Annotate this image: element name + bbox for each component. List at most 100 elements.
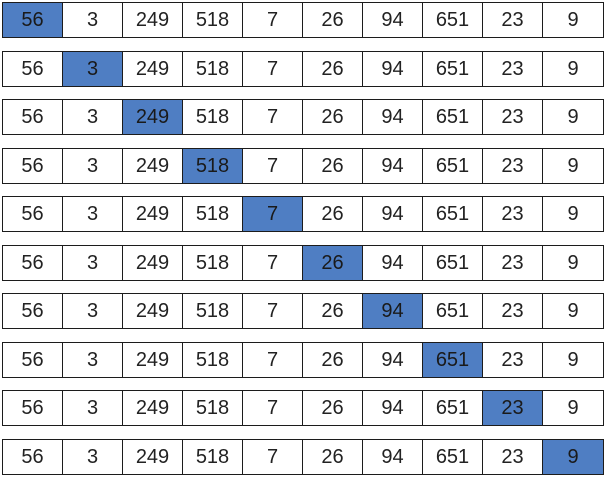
array-cell: 7 [243,245,303,280]
array-row-step-1: 56 3 249 518 7 26 94 651 23 9 [2,2,604,38]
array-cell: 651 [423,100,483,134]
array-cell: 7 [243,100,303,134]
highlighted-array-cell: 3 [63,51,123,86]
array-cell: 9 [567,203,579,225]
array-cell: 56 [3,391,63,425]
array-cell: 23 [483,294,543,328]
array-row-step-8: 56 3 249 518 7 26 94 651 23 9 [2,341,604,378]
array-cell: 26 [303,3,363,37]
array-cell: 56 [3,245,63,280]
array-cell: 249 [123,342,183,377]
array-cell: 7 [243,51,303,86]
array-cell: 518 [183,245,243,280]
array-row-step-4: 56 3 249 518 7 26 94 651 23 9 [2,147,604,184]
array-cell: 26 [303,51,363,86]
array-cell: 94 [363,391,423,425]
array-cell: 518 [183,51,243,86]
highlighted-array-cell: 9 [543,439,603,474]
array-cell: 518 [183,100,243,134]
array-cell: 7 [243,148,303,183]
array-row-step-9: 56 3 249 518 7 26 94 651 23 9 [2,390,604,426]
array-row-step-2: 56 3 249 518 7 26 94 651 23 9 [2,50,604,87]
array-cell: 9 [567,397,579,419]
array-cell: 249 [123,51,183,86]
array-cell: 651 [423,245,483,280]
array-cell: 26 [303,342,363,377]
array-cell: 249 [123,294,183,328]
array-cell: 3 [63,100,123,134]
highlighted-array-cell: 7 [243,197,303,231]
array-cell: 249 [123,148,183,183]
array-cell: 56 [3,51,63,86]
array-cell: 23 [483,245,543,280]
array-cell: 7 [243,294,303,328]
array-cell: 23 [483,3,543,37]
array-cell: 23 [483,51,543,86]
highlighted-array-cell: 518 [183,148,243,183]
array-cell: 23 [483,342,543,377]
array-cell: 3 [63,197,123,231]
array-cell: 7 [243,391,303,425]
array-cell: 9 [567,154,579,177]
array-cell: 9 [567,57,579,80]
array-cell: 94 [363,100,423,134]
array-cell: 249 [123,391,183,425]
array-cell: 249 [123,197,183,231]
array-cell: 518 [183,342,243,377]
highlighted-array-cell: 94 [363,294,423,328]
highlighted-array-cell: 23 [483,391,543,425]
array-cell: 26 [303,391,363,425]
array-cell: 3 [63,391,123,425]
array-cell: 3 [63,3,123,37]
array-cell: 3 [63,245,123,280]
array-cell: 9 [567,251,579,274]
array-cell: 7 [243,342,303,377]
array-row-step-7: 56 3 249 518 7 26 94 651 23 9 [2,293,604,329]
array-cell: 9 [567,106,579,128]
array-cell: 94 [363,51,423,86]
array-cell: 651 [423,148,483,183]
array-cell: 94 [363,439,423,474]
array-row-step-6: 56 3 249 518 7 26 94 651 23 9 [2,244,604,281]
array-cell: 56 [3,197,63,231]
highlighted-array-cell: 26 [303,245,363,280]
array-cell: 94 [363,148,423,183]
array-cell: 9 [567,9,579,31]
array-cell: 56 [3,148,63,183]
array-cell: 651 [423,439,483,474]
array-cell: 23 [483,148,543,183]
array-cell: 651 [423,3,483,37]
array-cell: 9 [567,348,579,371]
array-cell: 56 [3,294,63,328]
array-cell: 518 [183,294,243,328]
array-cell: 26 [303,100,363,134]
array-cell: 249 [123,3,183,37]
array-cell: 651 [423,391,483,425]
array-cell: 651 [423,294,483,328]
array-cell: 518 [183,439,243,474]
array-cell: 26 [303,439,363,474]
array-cell: 94 [363,342,423,377]
array-cell: 94 [363,197,423,231]
array-cell: 518 [183,391,243,425]
array-cell: 651 [423,51,483,86]
array-cell: 56 [3,439,63,474]
array-cell: 3 [63,148,123,183]
array-cell: 651 [423,197,483,231]
array-cell: 94 [363,3,423,37]
array-cell: 3 [63,342,123,377]
array-cell: 518 [183,197,243,231]
array-cell: 26 [303,148,363,183]
array-cell: 9 [567,300,579,322]
array-cell: 56 [3,342,63,377]
array-cell: 7 [243,3,303,37]
array-cell: 23 [483,100,543,134]
array-row-step-10: 56 3 249 518 7 26 94 651 23 9 [2,438,604,475]
array-cell: 56 [3,100,63,134]
array-cell: 26 [303,197,363,231]
array-cell: 518 [183,3,243,37]
highlighted-array-cell: 56 [3,3,63,37]
array-cell: 249 [123,245,183,280]
array-cell: 3 [63,294,123,328]
